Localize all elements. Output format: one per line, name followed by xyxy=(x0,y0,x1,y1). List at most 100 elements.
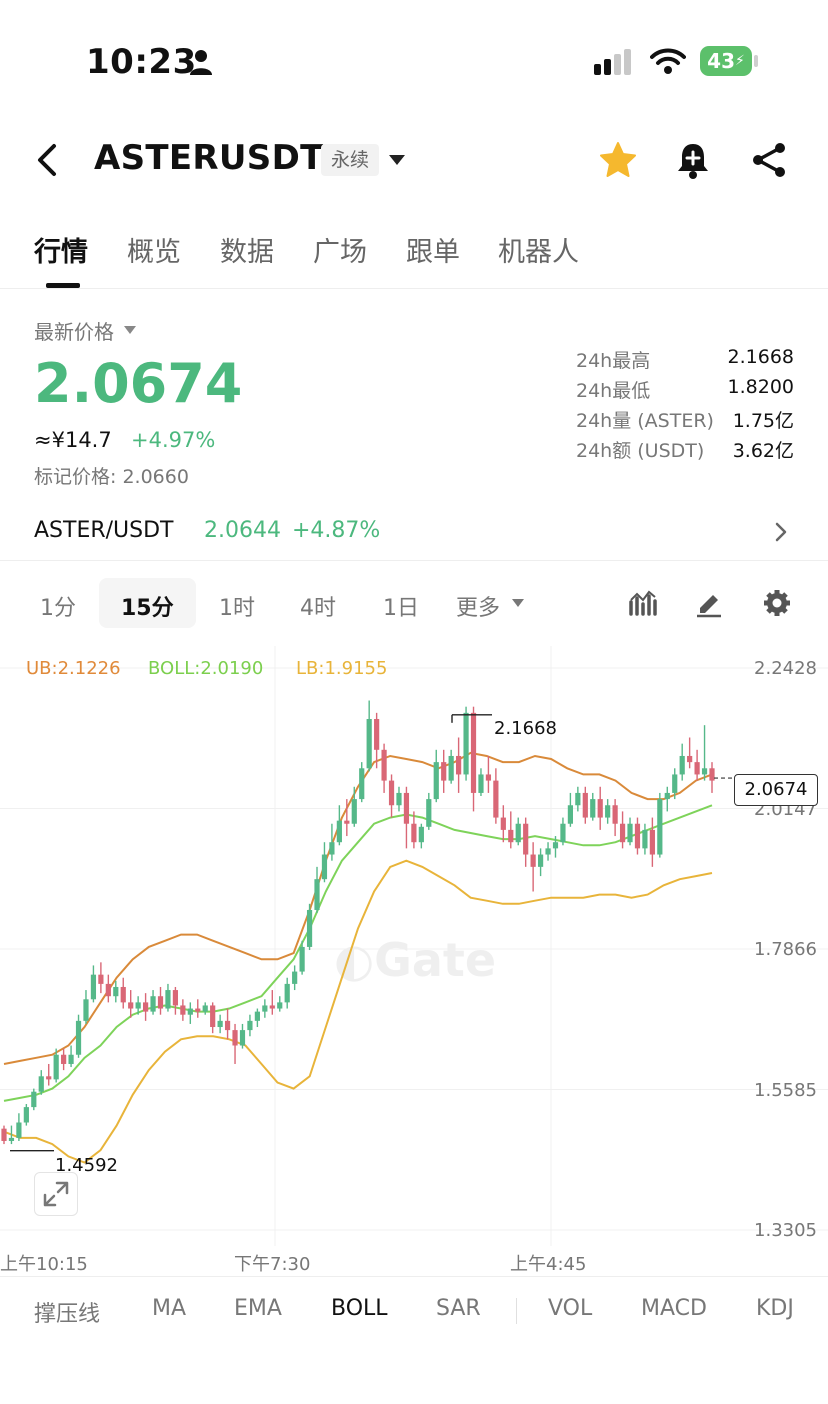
candle-body xyxy=(575,792,581,806)
candle-body xyxy=(224,1020,231,1031)
interval-1d[interactable]: 1日 xyxy=(383,596,419,621)
more-dropdown-icon[interactable] xyxy=(512,599,524,607)
legend-middle-band: BOLL:2.0190 xyxy=(148,658,264,679)
candle-body xyxy=(523,823,529,855)
candle-body xyxy=(53,1054,59,1080)
candle-body xyxy=(388,780,395,806)
interval-4h[interactable]: 4时 xyxy=(300,596,336,621)
candle-body xyxy=(456,755,462,775)
interval-more[interactable]: 更多 xyxy=(456,596,501,621)
candle-body xyxy=(590,799,596,818)
chart-settings-gear-icon[interactable] xyxy=(762,588,792,618)
divider xyxy=(0,560,828,561)
candle-body xyxy=(195,1008,201,1012)
stat-value-24h-low: 1.8200 xyxy=(727,376,794,398)
cny-price: ≈¥14.7 xyxy=(34,428,112,452)
pair-title[interactable]: ASTERUSDT xyxy=(94,138,324,178)
spot-change: +4.87% xyxy=(292,518,381,543)
candle-body xyxy=(649,829,655,855)
candle-body xyxy=(381,749,387,781)
candle-body xyxy=(508,829,514,843)
interval-1m[interactable]: 1分 xyxy=(40,596,76,621)
contract-type-badge[interactable]: 永续 xyxy=(321,144,380,176)
divider xyxy=(0,1276,828,1277)
candle-body xyxy=(485,774,492,781)
candle-body xyxy=(359,768,365,800)
interval-1h[interactable]: 1时 xyxy=(219,596,255,621)
spot-price: 2.0644 xyxy=(204,518,281,543)
indicator-vol[interactable]: VOL xyxy=(548,1296,593,1321)
price-alert-bell-icon[interactable] xyxy=(674,140,712,180)
candle-body xyxy=(515,823,521,843)
back-arrow-icon[interactable] xyxy=(30,140,64,180)
x-tick-label: 上午10:15 xyxy=(0,1254,88,1275)
candle-body xyxy=(351,799,357,824)
last-price-label[interactable]: 最新价格 xyxy=(34,320,114,344)
candle-body xyxy=(605,805,611,818)
stat-value-24h-volume: 1.75亿 xyxy=(732,410,794,432)
pair-dropdown-icon[interactable] xyxy=(388,154,406,166)
status-time: 10:23 xyxy=(86,42,197,82)
tab-overview[interactable]: 概览 xyxy=(127,237,181,268)
chevron-right-icon[interactable] xyxy=(772,521,790,543)
candle-body xyxy=(664,792,670,800)
candle-body xyxy=(172,990,179,1006)
stat-value-24h-turnover: 3.62亿 xyxy=(732,440,794,462)
candle-body xyxy=(113,986,119,997)
candlestick-chart[interactable]: ◐Gate xyxy=(0,646,828,1276)
indicator-support-resistance[interactable]: 撑压线 xyxy=(34,1302,101,1327)
legend-upper-band: UB:2.1226 xyxy=(26,658,121,679)
candle-body xyxy=(687,755,693,763)
candle-body xyxy=(672,774,678,793)
candle-body xyxy=(232,1030,238,1046)
stat-label-24h-volume: 24h量 (ASTER) xyxy=(576,410,714,432)
low-price-marker: 1.4592 xyxy=(55,1155,118,1176)
tab-bots[interactable]: 机器人 xyxy=(498,237,579,268)
candle-body xyxy=(8,1137,15,1141)
mark-price: 标记价格: 2.0660 xyxy=(34,466,189,488)
tab-market[interactable]: 行情 xyxy=(34,237,88,268)
indicator-boll[interactable]: BOLL xyxy=(331,1296,388,1321)
favorite-star-icon[interactable] xyxy=(598,140,638,180)
candle-body xyxy=(143,1002,149,1012)
battery-cap xyxy=(754,55,758,67)
candle-body xyxy=(448,755,454,781)
candle-body xyxy=(247,1020,253,1031)
indicator-sar[interactable]: SAR xyxy=(436,1296,481,1321)
candle-body xyxy=(128,1002,134,1009)
drawing-tool-icon[interactable] xyxy=(694,588,724,618)
candle-body xyxy=(396,792,402,806)
candle-body xyxy=(679,755,685,775)
price-type-dropdown-icon[interactable] xyxy=(124,326,136,334)
tab-square[interactable]: 广场 xyxy=(313,237,367,268)
candle-body xyxy=(634,823,641,849)
expand-fullscreen-icon[interactable] xyxy=(34,1172,78,1216)
candle-body xyxy=(292,971,298,984)
indicator-ema[interactable]: EMA xyxy=(234,1296,282,1321)
share-icon[interactable] xyxy=(750,140,788,180)
tab-copy-trading[interactable]: 跟单 xyxy=(406,237,460,268)
tab-data[interactable]: 数据 xyxy=(220,237,274,268)
indicator-macd[interactable]: MACD xyxy=(641,1296,707,1321)
candle-body xyxy=(202,1005,208,1012)
candle-body xyxy=(560,823,566,843)
candle-body xyxy=(426,799,432,827)
candle-body xyxy=(366,719,372,769)
candle-body xyxy=(157,996,164,1009)
candle-body xyxy=(277,1002,283,1009)
indicator-ma[interactable]: MA xyxy=(152,1296,187,1321)
chart-type-icon[interactable] xyxy=(628,588,658,618)
candle-body xyxy=(709,768,715,781)
x-tick-label: 上午4:45 xyxy=(510,1254,587,1275)
candle-body xyxy=(418,826,424,843)
stat-value-24h-high: 2.1668 xyxy=(727,346,794,368)
interval-15m[interactable]: 15分 xyxy=(121,596,174,621)
indicator-kdj[interactable]: KDJ xyxy=(756,1296,794,1321)
candle-body xyxy=(180,1005,186,1015)
candle-body xyxy=(75,1020,82,1055)
watermark-logo: ◐Gate xyxy=(334,933,496,987)
candle-body xyxy=(120,986,126,1003)
candle-body xyxy=(165,990,171,1009)
candle-body xyxy=(493,780,499,818)
candle-body xyxy=(433,762,439,800)
